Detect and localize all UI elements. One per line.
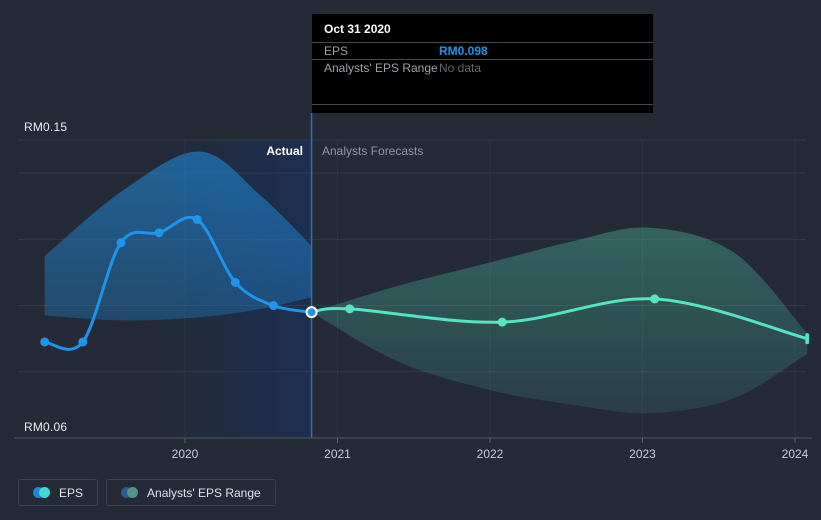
x-axis: 2020 2021 2022 2023 2024	[171, 447, 809, 461]
forecast-data-point[interactable]	[345, 304, 355, 314]
forecast-zone-label: Analysts Forecasts	[322, 144, 424, 158]
x-tick-label: 2020	[171, 447, 199, 461]
tooltip-row-eps-range: Analysts' EPS Range No data	[312, 60, 653, 77]
legend-eps-label: EPS	[59, 485, 84, 500]
legend-toggle-analysts-eps-range[interactable]: Analysts' EPS Range	[106, 479, 276, 506]
legend-range-label: Analysts' EPS Range	[147, 485, 261, 500]
tooltip-footer-divider	[312, 104, 653, 113]
tooltip-row-eps: EPS RM0.098	[312, 43, 653, 60]
tooltip-spacer	[312, 77, 653, 104]
tooltip-eps-value: RM0.098	[439, 44, 488, 58]
legend-toggle-eps[interactable]: EPS	[18, 479, 99, 506]
x-tick-label: 2022	[476, 447, 504, 461]
eps-actual-line	[43, 216, 314, 351]
chart-tooltip: Oct 31 2020 EPS RM0.098 Analysts' EPS Ra…	[312, 14, 653, 113]
x-tick-label: 2024	[781, 447, 809, 461]
tooltip-date: Oct 31 2020	[312, 14, 653, 43]
eps-chart-canvas[interactable]	[0, 0, 821, 470]
tooltip-range-label: Analysts' EPS Range	[324, 61, 438, 75]
forecast-end-marker[interactable]	[805, 333, 809, 345]
y-axis-max-label: RM0.15	[24, 120, 68, 134]
forecast-data-point[interactable]	[650, 294, 660, 304]
eps-range-series-icon	[121, 487, 139, 498]
y-axis-min-label: RM0.06	[24, 420, 68, 434]
eps-data-point[interactable]	[116, 238, 126, 248]
hovered-data-point[interactable]	[305, 306, 318, 319]
actual-eps-range-band	[44, 151, 312, 321]
eps-data-point[interactable]	[154, 228, 164, 238]
eps-data-point[interactable]	[192, 214, 202, 224]
eps-series-icon	[33, 487, 50, 498]
forecast-data-point[interactable]	[497, 317, 507, 327]
eps-data-point[interactable]	[40, 337, 50, 347]
forecast-eps-range-band	[311, 227, 808, 414]
tooltip-range-value: No data	[439, 61, 482, 75]
tooltip-eps-label: EPS	[324, 44, 349, 58]
eps-data-point[interactable]	[268, 301, 278, 311]
eps-data-point[interactable]	[78, 337, 88, 347]
eps-data-point[interactable]	[230, 277, 240, 287]
actual-zone-label: Actual	[266, 144, 303, 158]
x-tick-label: 2023	[629, 447, 656, 461]
chart-legend: EPS Analysts' EPS Range	[18, 479, 276, 506]
x-tick-label: 2021	[324, 447, 351, 461]
